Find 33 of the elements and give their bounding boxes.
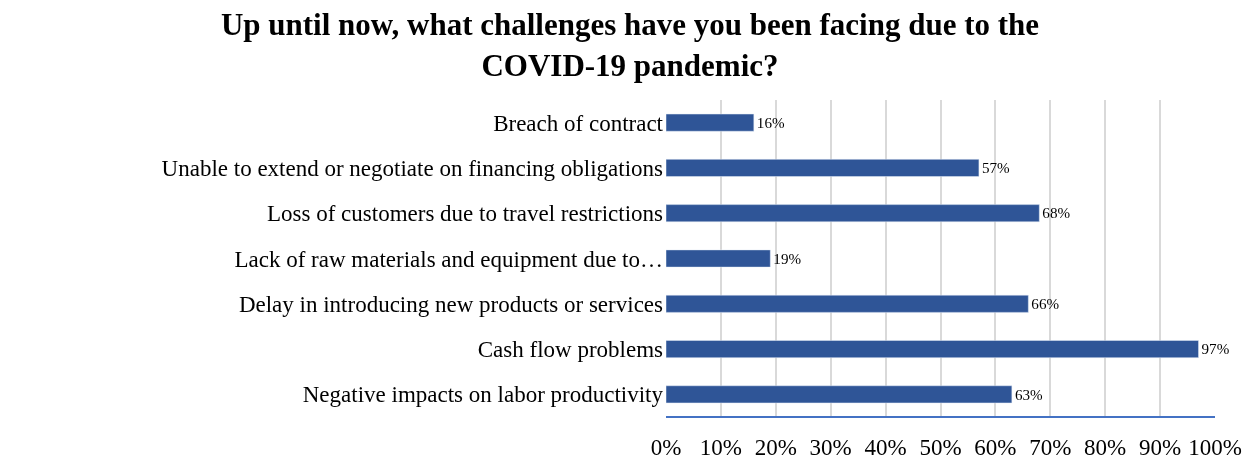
data-label: 63% bbox=[1014, 386, 1044, 403]
x-tick-label: 60% bbox=[974, 435, 1017, 460]
bar bbox=[666, 204, 1040, 223]
data-label: 97% bbox=[1201, 341, 1230, 358]
bar bbox=[666, 159, 980, 177]
data-label: 66% bbox=[1031, 295, 1060, 312]
x-tick-label: 20% bbox=[754, 435, 797, 460]
y-tick-label: Negative impacts on labor productivity bbox=[302, 382, 664, 408]
chart-title: Up until now, what challenges have you been facing due to the COVID-19 pandemic? bbox=[220, 7, 1040, 83]
y-tick-label: Lack of raw materials and equipment due to… bbox=[234, 246, 663, 272]
bar bbox=[666, 249, 771, 268]
data-label: 57% bbox=[981, 160, 1011, 177]
y-tick-label: Unable to extend or negotiate on financing obligations bbox=[161, 155, 664, 181]
data-label: 68% bbox=[1042, 205, 1071, 222]
x-tick-label: 10% bbox=[699, 435, 742, 460]
x-tick-label: 0% bbox=[650, 435, 682, 460]
x-tick-label: 100% bbox=[1188, 435, 1242, 460]
y-tick-label: Cash flow problems bbox=[477, 337, 664, 363]
bar bbox=[666, 294, 1029, 313]
data-label: 16% bbox=[756, 114, 785, 131]
x-tick-label: 40% bbox=[864, 435, 907, 460]
bar bbox=[666, 113, 755, 132]
y-tick-label: Breach of contract bbox=[493, 110, 664, 136]
y-tick-label: Loss of customers due to travel restrictions bbox=[266, 201, 664, 227]
bar bbox=[666, 340, 1199, 358]
bar bbox=[666, 385, 1013, 404]
x-tick-label: 80% bbox=[1084, 435, 1127, 460]
x-tick-label: 30% bbox=[809, 435, 852, 460]
y-tick-label: Delay in introducing new products or services bbox=[238, 291, 664, 317]
x-tick-label: 90% bbox=[1139, 435, 1182, 460]
x-tick-label: 70% bbox=[1029, 435, 1072, 460]
data-label: 19% bbox=[773, 250, 802, 267]
x-tick-label: 50% bbox=[919, 435, 962, 460]
